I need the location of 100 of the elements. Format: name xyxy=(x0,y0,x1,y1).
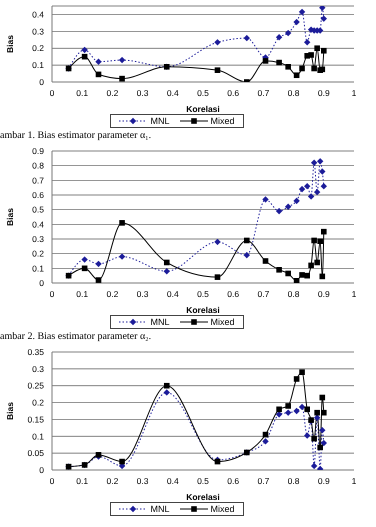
x-tick-label: 0.2 xyxy=(106,476,119,486)
x-tick-label: 0.2 xyxy=(106,88,119,98)
legend-label: MNL xyxy=(150,504,170,514)
x-tick-label: 0.4 xyxy=(166,88,179,98)
point xyxy=(262,196,269,203)
x-tick-label: 0.6 xyxy=(227,476,240,486)
point xyxy=(319,168,326,175)
x-tick-label: 0 xyxy=(50,476,55,486)
point xyxy=(82,266,88,272)
y-axis-title: Bias xyxy=(5,34,16,53)
point xyxy=(244,252,250,258)
y-tick-label: 0 xyxy=(39,278,44,288)
point xyxy=(95,260,102,268)
point xyxy=(304,39,310,46)
point xyxy=(304,406,310,412)
x-tick-label: 0.4 xyxy=(166,476,179,486)
point xyxy=(314,414,320,421)
point xyxy=(96,72,102,78)
point xyxy=(244,34,250,42)
point xyxy=(314,410,320,416)
point xyxy=(311,436,317,442)
x-tick-label: 0.8 xyxy=(288,289,300,300)
point xyxy=(284,204,292,210)
point xyxy=(304,432,310,439)
x-tick-label: 0.6 xyxy=(227,289,240,300)
x-tick-label: 0.5 xyxy=(197,289,210,300)
y-tick-label: 0.8 xyxy=(32,160,44,171)
point xyxy=(298,186,306,192)
point xyxy=(299,66,305,72)
x-tick-label: 1 xyxy=(352,88,357,98)
point xyxy=(164,260,170,266)
x-tick-label: 0.1 xyxy=(76,289,88,300)
point xyxy=(164,382,170,389)
y-tick-label: 0.1 xyxy=(32,263,44,274)
point xyxy=(320,440,327,446)
x-tick-label: 1 xyxy=(352,289,357,300)
x-tick-label: 1 xyxy=(352,476,357,486)
point xyxy=(308,193,314,200)
y-tick-label: 0.6 xyxy=(32,190,44,200)
y-tick-label: 0.3 xyxy=(32,364,44,374)
point xyxy=(311,66,317,72)
x-tick-label: 0.7 xyxy=(257,289,270,300)
x-tick-label: 0.3 xyxy=(136,476,149,486)
point xyxy=(321,48,327,54)
point xyxy=(304,272,310,278)
point xyxy=(310,160,318,166)
x-tick-label: 0 xyxy=(50,88,55,98)
y-axis-title: Bias xyxy=(5,208,16,226)
point xyxy=(320,183,327,190)
point xyxy=(214,67,220,73)
x-axis-title: Korelasi xyxy=(186,492,220,502)
point xyxy=(320,15,327,22)
x-tick-label: 0.9 xyxy=(318,289,330,300)
y-tick-label: 0.4 xyxy=(32,9,44,20)
point xyxy=(316,158,324,164)
point xyxy=(294,72,300,78)
point xyxy=(82,54,88,60)
point xyxy=(311,238,317,244)
point xyxy=(285,270,291,276)
y-tick-label: 0 xyxy=(39,465,44,476)
legend-label: Mixed xyxy=(210,317,235,327)
point xyxy=(276,208,282,214)
point xyxy=(96,277,102,283)
point xyxy=(293,18,300,26)
legend-label: MNL xyxy=(150,116,170,126)
point xyxy=(214,274,220,280)
point xyxy=(262,58,268,64)
point xyxy=(308,262,314,268)
y-tick-label: 0.05 xyxy=(27,448,44,458)
point xyxy=(319,66,326,72)
y-tick-label: 0.4 xyxy=(32,219,44,230)
text: ambar 1. Bias estimator parameter α₁. xyxy=(0,130,152,141)
point xyxy=(298,8,306,16)
point xyxy=(319,394,326,400)
point xyxy=(214,238,221,246)
y-tick-label: 0.9 xyxy=(32,146,44,156)
x-axis-title: Korelasi xyxy=(186,104,220,114)
point xyxy=(310,462,318,470)
point xyxy=(285,403,291,409)
point xyxy=(298,404,306,410)
point xyxy=(314,45,320,52)
point xyxy=(119,76,125,82)
point xyxy=(119,220,125,226)
y-tick-label: 0.5 xyxy=(32,204,44,215)
point xyxy=(294,376,300,382)
y-tick-label: 0.3 xyxy=(32,26,44,36)
y-tick-label: 0.7 xyxy=(32,175,44,186)
x-tick-label: 0.5 xyxy=(197,476,210,486)
x-axis-title: Korelasi xyxy=(186,305,220,315)
y-tick-label: 0.2 xyxy=(32,248,44,259)
point xyxy=(276,411,282,418)
y-tick-label: 0.1 xyxy=(32,431,44,442)
y-tick-label: 0.35 xyxy=(27,347,44,358)
y-tick-label: 0.2 xyxy=(32,398,44,408)
x-tick-label: 0.8 xyxy=(288,476,300,486)
point xyxy=(119,458,125,464)
point xyxy=(118,56,126,64)
point xyxy=(276,60,282,66)
x-tick-label: 0.7 xyxy=(257,476,270,486)
x-tick-label: 0.4 xyxy=(166,289,179,300)
